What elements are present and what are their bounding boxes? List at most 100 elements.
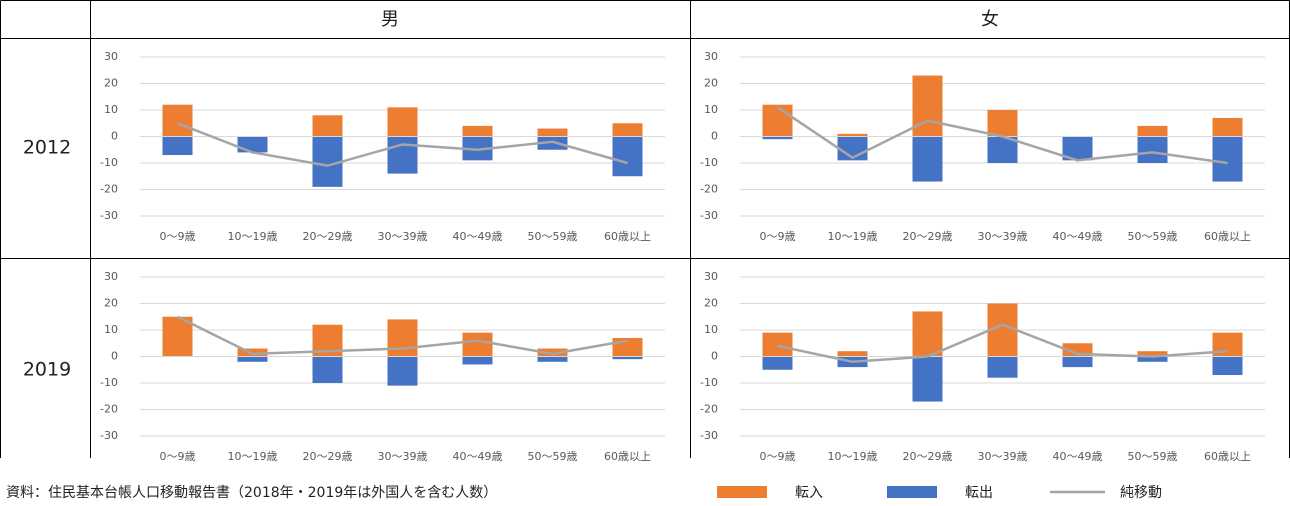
y-tick-label: -20: [700, 403, 718, 416]
bar: [762, 104, 793, 137]
legend: 転入 転出 純移動: [717, 485, 1162, 501]
bar: [537, 136, 568, 150]
x-tick-label: 40〜49歳: [453, 230, 503, 243]
y-tick-label: 0: [711, 130, 718, 143]
bar: [912, 136, 943, 182]
y-tick-label: 10: [104, 103, 118, 116]
bar: [387, 356, 418, 386]
x-tick-label: 40〜49歳: [453, 450, 503, 463]
column-header: 女: [981, 9, 999, 30]
y-tick-label: -30: [700, 209, 718, 222]
y-tick-label: 10: [104, 323, 118, 336]
y-tick-label: -30: [100, 429, 118, 442]
y-tick-label: -20: [700, 183, 718, 196]
x-tick-label: 30〜39歳: [978, 230, 1028, 243]
x-tick-label: 30〜39歳: [978, 450, 1028, 463]
y-tick-label: 10: [704, 323, 718, 336]
y-tick-label: 30: [704, 50, 718, 63]
bar: [837, 351, 868, 357]
row-header: 2012: [23, 137, 71, 159]
y-tick-label: -30: [100, 209, 118, 222]
bar: [612, 123, 643, 137]
line: [176, 315, 628, 356]
bar: [762, 136, 793, 140]
bar: [387, 107, 418, 137]
x-tick-label: 0〜9歳: [160, 450, 196, 463]
x-tick-label: 20〜29歳: [903, 230, 953, 243]
bar: [1212, 356, 1243, 376]
y-tick-label: 0: [111, 130, 118, 143]
source-note: 資料：住民基本台帳人口移動報告書（2018年・2019年は外国人を含む人数）: [6, 484, 497, 501]
y-tick-label: 20: [104, 297, 118, 310]
y-tick-label: -30: [700, 429, 718, 442]
y-tick-label: -10: [100, 156, 118, 169]
row-header: 2019: [23, 359, 71, 381]
bar: [462, 125, 493, 137]
bar: [237, 136, 268, 153]
line: [777, 323, 1228, 364]
bar: [462, 332, 493, 357]
x-tick-label: 10〜19歳: [228, 230, 278, 243]
column-header: 男: [381, 9, 399, 30]
x-tick-label: 50〜59歳: [1128, 450, 1178, 463]
x-tick-label: 50〜59歳: [528, 230, 578, 243]
bar: [1212, 117, 1243, 137]
legend-label: 純移動: [1120, 485, 1162, 501]
bar: [237, 356, 268, 362]
bar: [462, 136, 493, 161]
chart: -30 -20 -10 0 10 20 30 0〜9歳 10〜19歳 20〜29歳 30〜39歳 40…: [700, 270, 1265, 463]
x-tick-label: 50〜59歳: [1128, 230, 1178, 243]
bar: [1137, 136, 1168, 163]
x-tick-label: 10〜19歳: [828, 230, 878, 243]
bar: [162, 316, 193, 357]
bar: [987, 110, 1018, 137]
x-tick-label: 30〜39歳: [378, 230, 428, 243]
bar: [312, 356, 343, 383]
line: [776, 106, 1228, 165]
bar: [537, 128, 568, 137]
chart: -30 -20 -10 0 10 20 30 0〜9歳 10〜19歳 20〜29歳 30〜39歳 40…: [100, 50, 665, 243]
bar: [462, 356, 493, 365]
line: [177, 122, 628, 167]
x-tick-label: 0〜9歳: [760, 450, 796, 463]
y-tick-label: 30: [104, 270, 118, 283]
x-tick-label: 60歳以上: [604, 450, 651, 463]
bar: [987, 356, 1018, 378]
bar: [762, 332, 793, 357]
legend-label: 転出: [965, 485, 993, 501]
bar: [912, 356, 943, 402]
x-tick-label: 60歳以上: [1204, 230, 1251, 243]
bar: [387, 136, 418, 174]
bar: [1062, 356, 1093, 368]
bar: [312, 115, 343, 137]
bar: [837, 133, 868, 137]
bar: [612, 136, 643, 177]
x-tick-label: 10〜19歳: [228, 450, 278, 463]
bar: [762, 356, 793, 370]
chart: -30 -20 -10 0 10 20 30 0〜9歳 10〜19歳 20〜29歳 30〜39歳 40…: [700, 50, 1265, 243]
y-tick-label: -20: [100, 183, 118, 196]
y-tick-label: 30: [704, 270, 718, 283]
x-tick-label: 10〜19歳: [828, 450, 878, 463]
x-tick-label: 20〜29歳: [903, 450, 953, 463]
bar: [162, 136, 193, 156]
x-tick-label: 50〜59歳: [528, 450, 578, 463]
bar: [912, 311, 943, 357]
y-tick-label: 30: [104, 50, 118, 63]
y-tick-label: 20: [704, 297, 718, 310]
bar: [612, 356, 643, 360]
y-tick-label: -10: [700, 156, 718, 169]
x-tick-label: 60歳以上: [1204, 450, 1251, 463]
bar: [537, 348, 568, 357]
bar: [162, 104, 193, 137]
bar: [1137, 351, 1168, 357]
x-tick-label: 0〜9歳: [160, 230, 196, 243]
x-tick-label: 20〜29歳: [303, 450, 353, 463]
x-tick-label: 20〜29歳: [303, 230, 353, 243]
legend-label: 転入: [795, 485, 823, 501]
y-tick-label: 10: [704, 103, 718, 116]
y-tick-label: 0: [711, 350, 718, 363]
bar: [1212, 136, 1243, 182]
bar: [537, 356, 568, 362]
